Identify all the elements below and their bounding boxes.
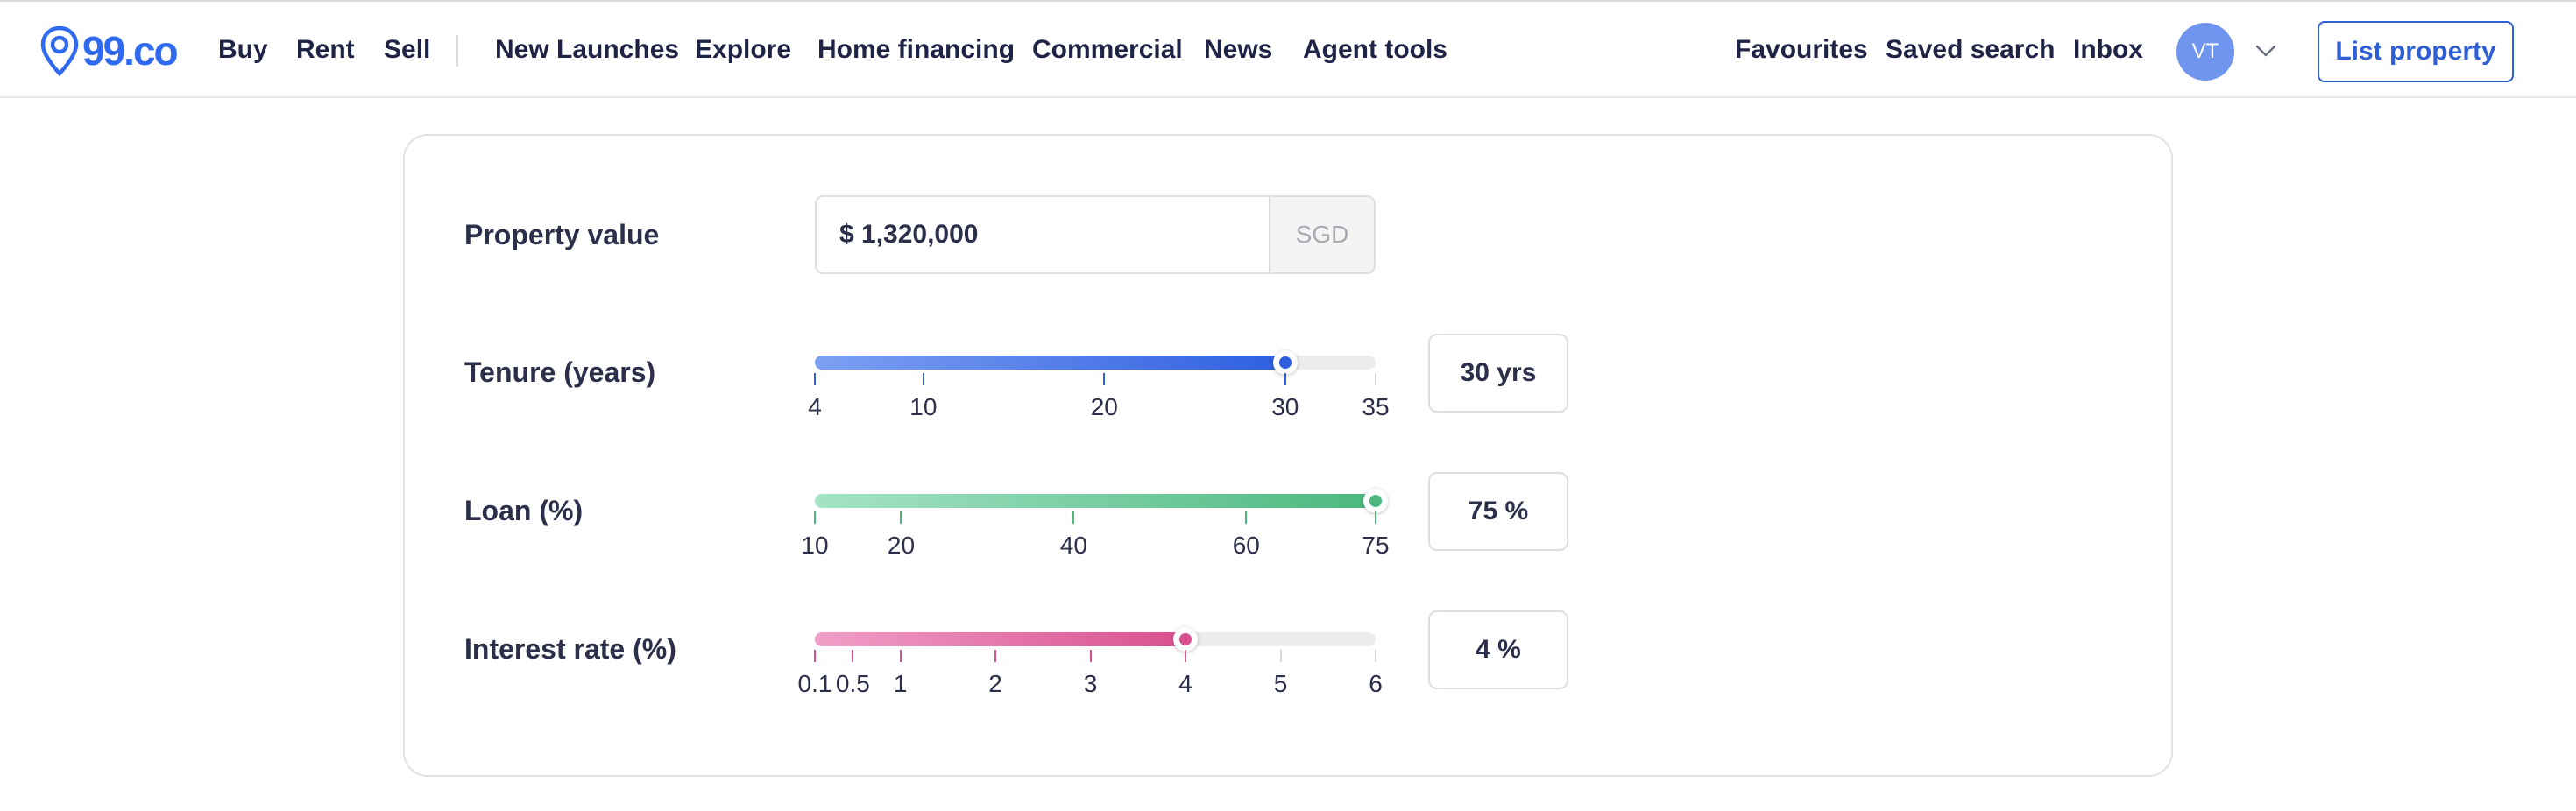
interest-tick	[1185, 650, 1187, 662]
interest-tick-label: 0.1	[797, 670, 832, 697]
tenure-slider-thumb[interactable]	[1272, 350, 1298, 375]
interest-tick	[814, 650, 816, 662]
nav-news[interactable]: News	[1204, 35, 1273, 64]
tenure-tick	[1284, 373, 1286, 385]
nav-buy[interactable]: Buy	[218, 35, 268, 64]
interest-slider[interactable]	[815, 627, 1376, 652]
nav-home-financing[interactable]: Home financing	[817, 35, 1016, 64]
tenure-tick	[922, 373, 924, 385]
interest-tick-label: 3	[1083, 670, 1098, 697]
logo-text: 99.co	[82, 28, 179, 74]
interest-tick-label: 2	[988, 670, 1002, 697]
loan-slider-fill	[815, 494, 1376, 508]
top-navigation: 99.co Buy Rent Sell New Launches Explore…	[0, 0, 2576, 98]
tenure-slider[interactable]	[815, 350, 1376, 375]
nav-agent-tools[interactable]: Agent tools	[1303, 35, 1447, 64]
tenure-tick-label: 30	[1271, 393, 1299, 420]
nav-favourites[interactable]: Favourites	[1735, 35, 1868, 64]
nav-saved-search[interactable]: Saved search	[1886, 35, 2056, 64]
loan-tick	[1375, 511, 1376, 524]
loan-tick	[1245, 511, 1248, 524]
avatar[interactable]: VT	[2176, 23, 2234, 81]
nav-rent[interactable]: Rent	[296, 35, 355, 64]
tenure-slider-thumb-dot	[1278, 356, 1292, 369]
tenure-tick	[1103, 373, 1106, 385]
property-value-field[interactable]: $ 1,320,000	[817, 197, 1269, 272]
tenure-label: Tenure (years)	[464, 356, 656, 388]
interest-tick	[994, 650, 997, 662]
loan-slider-thumb[interactable]	[1363, 489, 1388, 513]
nav-inbox[interactable]: Inbox	[2073, 35, 2143, 64]
interest-slider-thumb-dot	[1179, 633, 1192, 645]
property-value-label: Property value	[464, 219, 660, 250]
interest-tick-label: 1	[893, 670, 908, 697]
tenure-tick-label: 10	[909, 393, 938, 420]
interest-value-input[interactable]: 4 %	[1428, 610, 1568, 689]
tenure-tick	[814, 373, 816, 385]
interest-label: Interest rate (%)	[464, 633, 676, 665]
interest-tick	[852, 650, 854, 662]
loan-tick-label: 10	[801, 532, 829, 559]
nav-new-launches[interactable]: New Launches	[495, 35, 680, 64]
loan-slider[interactable]	[815, 489, 1388, 513]
nav-commercial[interactable]: Commercial	[1032, 35, 1183, 64]
tenure-tick-label: 4	[808, 393, 822, 420]
interest-tick	[1375, 650, 1376, 662]
interest-slider-fill	[815, 632, 1186, 646]
nav-sell[interactable]: Sell	[384, 35, 431, 64]
loan-label: Loan (%)	[464, 495, 584, 526]
chevron-down-icon[interactable]	[2252, 40, 2280, 61]
interest-tick	[1279, 650, 1282, 662]
tenure-slider-fill	[815, 356, 1285, 370]
logo[interactable]: 99.co	[39, 25, 179, 77]
tenure-tick-label: 35	[1362, 393, 1390, 420]
list-property-button[interactable]: List property	[2318, 21, 2514, 82]
interest-tick	[1089, 650, 1092, 662]
loan-tick-label: 60	[1232, 532, 1260, 559]
loan-tick	[900, 511, 902, 524]
nav-divider	[456, 35, 458, 67]
tenure-tick-label: 20	[1090, 393, 1118, 420]
interest-tick	[899, 650, 902, 662]
loan-tick-label: 40	[1059, 532, 1087, 559]
interest-tick-label: 4	[1178, 670, 1192, 697]
loan-tick-label: 20	[887, 532, 916, 559]
interest-tick-label: 6	[1369, 670, 1383, 697]
loan-value-input[interactable]: 75 %	[1428, 472, 1568, 551]
loan-slider-thumb-dot	[1369, 495, 1382, 507]
nav-explore[interactable]: Explore	[695, 35, 792, 64]
loan-tick-label: 75	[1362, 532, 1390, 559]
interest-tick-label: 5	[1273, 670, 1288, 697]
loan-tick	[1072, 511, 1075, 524]
property-value-input[interactable]: $ 1,320,000 SGD	[815, 195, 1376, 274]
interest-tick-label: 0.5	[835, 670, 870, 697]
location-pin-icon	[40, 25, 79, 77]
interest-slider-thumb[interactable]	[1173, 627, 1199, 652]
currency-unit: SGD	[1269, 197, 1374, 272]
loan-tick	[814, 511, 816, 524]
tenure-tick	[1375, 373, 1376, 385]
tenure-value-input[interactable]: 30 yrs	[1428, 334, 1568, 413]
